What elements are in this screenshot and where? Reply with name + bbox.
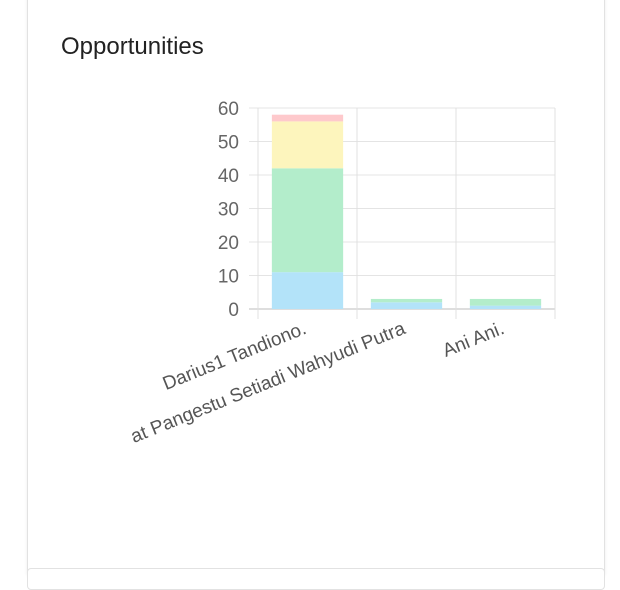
card-title: Opportunities	[61, 33, 204, 60]
y-tick-label: 50	[218, 133, 239, 154]
bar-segment	[370, 302, 443, 309]
bar-segment	[469, 305, 542, 309]
y-tick-label: 60	[218, 99, 239, 120]
y-tick-label: 40	[218, 166, 239, 187]
y-tick-label: 30	[218, 200, 239, 221]
bar-segment	[370, 298, 443, 303]
bar-segment	[271, 168, 344, 273]
y-tick-label: 0	[228, 300, 239, 321]
x-category-label: Ani Ani.	[440, 318, 508, 362]
y-tick-label: 10	[218, 267, 239, 288]
bar-segment	[271, 121, 344, 169]
bar-segment	[271, 272, 344, 309]
bar-segment	[271, 114, 344, 122]
bar-segment	[469, 298, 542, 306]
y-tick-label: 20	[218, 233, 239, 254]
